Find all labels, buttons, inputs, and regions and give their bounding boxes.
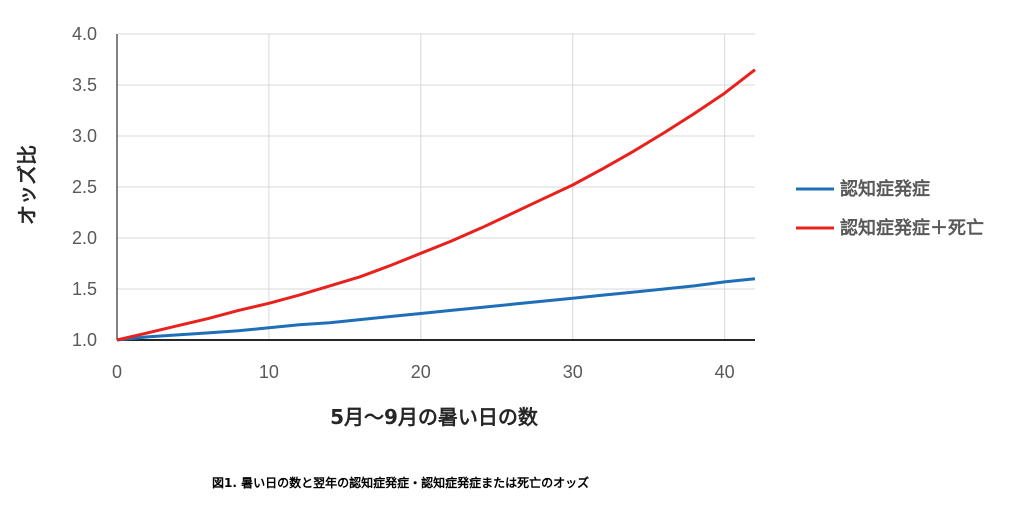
- y-tick-label: 3.5: [72, 75, 97, 95]
- x-tick-label: 40: [715, 362, 735, 382]
- x-axis-title: 5月～9月の暑い日の数: [330, 405, 539, 429]
- series-line-1: [116, 277, 756, 342]
- x-tick-label: 20: [411, 362, 431, 382]
- tick-labels: 1.0 1.5 2.0 2.5 3.0 3.5 4.0 0 10 20 30 40: [72, 24, 735, 382]
- y-tick-label: 4.0: [72, 24, 97, 44]
- legend-label-1: 認知症発症: [840, 178, 930, 200]
- y-tick-label: 2.0: [72, 228, 97, 248]
- y-tick-label: 1.5: [72, 279, 97, 299]
- legend: 認知症発症 認知症発症＋死亡: [796, 178, 984, 239]
- series-line-2: [116, 68, 756, 342]
- y-tick-label: 1.0: [72, 330, 97, 350]
- x-tick-label: 10: [259, 362, 279, 382]
- y-axis-title: オッズ比: [15, 145, 39, 225]
- y-tick-label: 2.5: [72, 177, 97, 197]
- series-lines: [116, 68, 756, 342]
- grid: [117, 33, 755, 340]
- legend-label-2: 認知症発症＋死亡: [840, 217, 984, 239]
- x-tick-label: 0: [112, 362, 122, 382]
- y-tick-label: 3.0: [72, 126, 97, 146]
- x-tick-label: 30: [563, 362, 583, 382]
- axes: [116, 34, 755, 341]
- figure-caption: 図1. 暑い日の数と翌年の認知症発症・認知症発症または死亡のオッズ: [212, 475, 589, 490]
